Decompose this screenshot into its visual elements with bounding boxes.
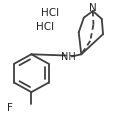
- Text: HCl: HCl: [41, 8, 60, 18]
- Text: HCl: HCl: [36, 22, 55, 32]
- Text: F: F: [7, 103, 13, 113]
- Text: NH: NH: [61, 52, 76, 62]
- Text: N: N: [89, 3, 97, 13]
